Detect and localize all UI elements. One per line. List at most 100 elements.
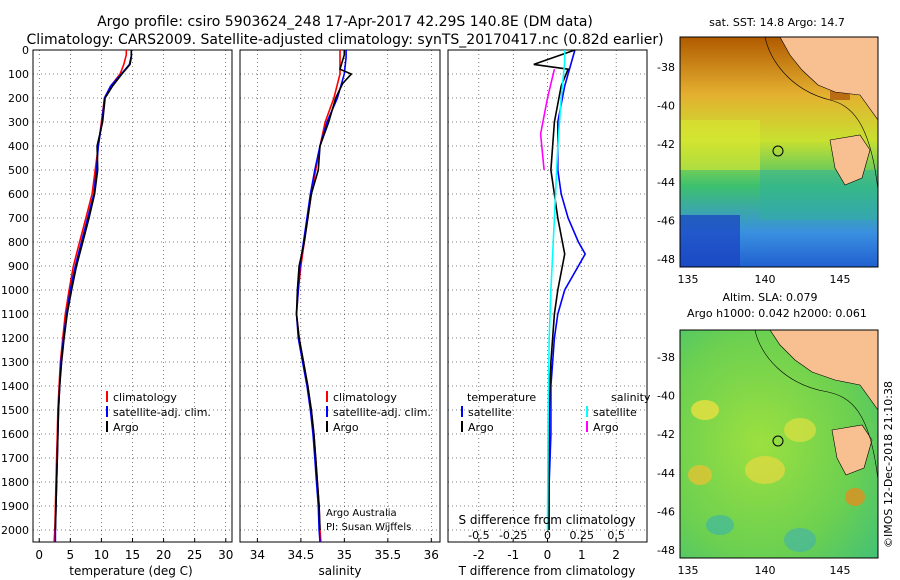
s-difference-axis-label: S difference from climatology bbox=[459, 513, 636, 527]
legend-label-climatology: climatology bbox=[113, 391, 177, 404]
legend-swatch-temperature-satellite bbox=[461, 406, 463, 417]
x-tick-label: -1 bbox=[507, 548, 519, 562]
depth-tick-label: 800 bbox=[8, 236, 29, 249]
salinity-grid bbox=[240, 49, 440, 542]
difference-panel: -2 -1 0 1 2 -0.5 -0.25 0 0.25 0.5 T difference f… bbox=[447, 49, 651, 578]
x-tick-label: 25 bbox=[187, 548, 202, 562]
legend-swatch-climatology bbox=[326, 391, 328, 402]
latitude-label: -46 bbox=[657, 505, 675, 518]
depth-tick-label: 200 bbox=[8, 92, 29, 105]
legend-label-temperature-argo: Argo bbox=[468, 421, 494, 434]
x-tick-label: 30 bbox=[218, 548, 233, 562]
x-tick-label: 20 bbox=[156, 548, 171, 562]
x-tick-label: 1 bbox=[578, 548, 586, 562]
depth-tick-label: 1200 bbox=[1, 332, 29, 345]
depth-tick-label: 1400 bbox=[1, 380, 29, 393]
t-difference-tick-labels: -2 -1 0 1 2 bbox=[473, 548, 620, 562]
series-line-temperature-argo bbox=[533, 49, 576, 531]
land-tasmania bbox=[829, 134, 871, 186]
x-tick-label: 35.5 bbox=[374, 548, 401, 562]
latitude-label: -48 bbox=[657, 544, 675, 557]
depth-tick-label: 300 bbox=[8, 116, 29, 129]
depth-tick-label: 700 bbox=[8, 212, 29, 225]
shelf-contour bbox=[764, 37, 878, 191]
legend-label-temperature-satellite: satellite bbox=[468, 406, 512, 419]
x-tick-label: 0 bbox=[35, 548, 43, 562]
depth-tick-label: 2000 bbox=[1, 524, 29, 537]
x-tick-label: 5 bbox=[66, 548, 74, 562]
depth-tick-label: 1000 bbox=[1, 284, 29, 297]
depth-tick-label: 600 bbox=[8, 188, 29, 201]
legend-swatch-satellite bbox=[326, 406, 328, 417]
x-tick-label: 10 bbox=[94, 548, 109, 562]
salinity-series bbox=[295, 50, 353, 543]
latitude-label: -44 bbox=[657, 467, 675, 480]
legend-swatch-salinity-satellite bbox=[586, 406, 588, 417]
difference-temperature-legend: temperature satellite Argo bbox=[461, 391, 536, 434]
difference-salinity-legend: salinity satellite Argo bbox=[586, 391, 651, 434]
figure-title-line2: Climatology: CARS2009. Satellite-adjuste… bbox=[26, 32, 663, 48]
sst-longitude-labels: 135 140 145 bbox=[678, 273, 851, 286]
x-tick-label: 0 bbox=[544, 548, 552, 562]
legend-label-salinity-satellite: satellite bbox=[593, 406, 637, 419]
shelf-contour bbox=[754, 330, 878, 481]
series-line-argo bbox=[295, 50, 353, 531]
legend-swatch-temperature-argo bbox=[461, 421, 463, 432]
longitude-label: 145 bbox=[830, 564, 851, 577]
x-tick-label: 2 bbox=[612, 548, 620, 562]
series-line-argo bbox=[54, 50, 133, 531]
latitude-label: -38 bbox=[657, 351, 675, 364]
land-mainland bbox=[769, 330, 878, 411]
longitude-label: 140 bbox=[755, 273, 776, 286]
salinity-axis-label: salinity bbox=[318, 564, 361, 578]
legend-label-satellite: satellite-adj. clim. bbox=[333, 406, 431, 419]
longitude-label: 135 bbox=[678, 273, 699, 286]
latitude-label: -40 bbox=[657, 99, 675, 112]
latitude-label: -44 bbox=[657, 176, 675, 189]
x-tick-label: 15 bbox=[125, 548, 140, 562]
temperature-tick-labels: 0 5 10 15 20 25 30 bbox=[35, 548, 233, 562]
legend-swatch-satellite bbox=[106, 406, 108, 417]
sla-map-image bbox=[680, 330, 878, 558]
s-diff-tick-label: -0.25 bbox=[499, 529, 527, 542]
latitude-label: -40 bbox=[657, 390, 675, 403]
legend-title-salinity: salinity bbox=[611, 391, 651, 404]
depth-tick-label: 0 bbox=[22, 44, 29, 57]
x-tick-label: 34 bbox=[250, 548, 265, 562]
sst-map-image bbox=[680, 37, 878, 267]
difference-grid bbox=[448, 49, 647, 542]
legend-label-satellite: satellite-adj. clim. bbox=[113, 406, 211, 419]
argo-location-marker bbox=[772, 435, 784, 447]
longitude-label: 145 bbox=[830, 273, 851, 286]
sla-map-title: Altim. SLA: 0.079 bbox=[722, 291, 817, 304]
salinity-panel: 34 34.5 35 35.5 36 salinity climatology sate… bbox=[239, 49, 441, 578]
sst-map-title: sat. SST: 14.8 Argo: 14.7 bbox=[709, 16, 845, 29]
depth-tick-label: 100 bbox=[8, 68, 29, 81]
latitude-label: -42 bbox=[657, 428, 675, 441]
legend-label-climatology: climatology bbox=[333, 391, 397, 404]
depth-tick-label: 1600 bbox=[1, 428, 29, 441]
temperature-legend: climatology satellite-adj. clim. Argo bbox=[106, 391, 211, 434]
x-tick-label: -2 bbox=[473, 548, 485, 562]
s-diff-tick-label: 0.5 bbox=[607, 529, 625, 542]
depth-tick-label: 500 bbox=[8, 164, 29, 177]
series-line-climatology bbox=[53, 50, 128, 543]
difference-series bbox=[533, 49, 587, 531]
latitude-label: -48 bbox=[657, 253, 675, 266]
temperature-axis-label: temperature (deg C) bbox=[69, 564, 192, 578]
depth-tick-label: 1300 bbox=[1, 356, 29, 369]
latitude-label: -46 bbox=[657, 215, 675, 228]
sst-map-frame bbox=[679, 36, 879, 268]
x-tick-label: 34.5 bbox=[288, 548, 315, 562]
salinity-legend: climatology satellite-adj. clim. Argo bbox=[326, 391, 431, 434]
depth-tick-label: 900 bbox=[8, 260, 29, 273]
legend-title-temperature: temperature bbox=[467, 391, 536, 404]
series-line-salinity-satellite bbox=[546, 50, 566, 531]
longitude-label: 135 bbox=[678, 564, 699, 577]
sst-latitude-labels: -38 -40 -42 -44 -46 -48 bbox=[657, 61, 675, 266]
legend-swatch-argo bbox=[106, 421, 108, 432]
annotation-argo-australia: Argo Australia bbox=[326, 508, 397, 519]
imos-credit: ©IMOS 12-Dec-2018 21:10:38 bbox=[882, 381, 895, 548]
legend-label-salinity-argo: Argo bbox=[593, 421, 619, 434]
